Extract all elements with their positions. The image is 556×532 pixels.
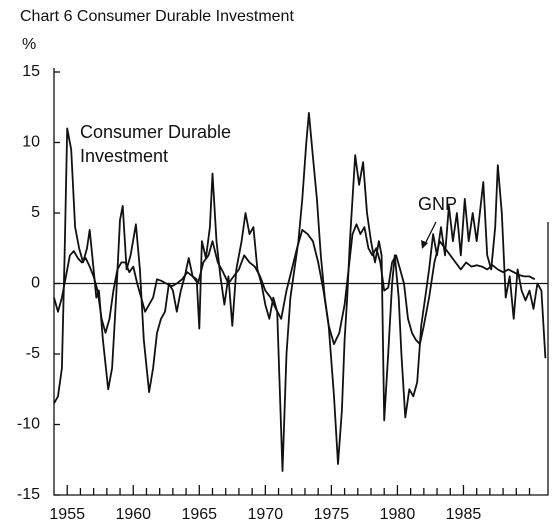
y-tick-label: 5 — [31, 204, 40, 221]
y-tick-label: -15 — [17, 486, 40, 503]
x-tick-label: 1965 — [181, 506, 217, 523]
chart-title: Chart 6 Consumer Durable Investment — [20, 8, 294, 25]
x-tick-label: 1955 — [49, 506, 85, 523]
y-axis-label: % — [22, 36, 36, 53]
x-tick-label: 1975 — [314, 506, 350, 523]
y-tick-label: 10 — [22, 134, 40, 151]
x-tick-label: 1985 — [446, 506, 482, 523]
arrow-head — [421, 240, 428, 249]
axis-frame — [53, 68, 549, 496]
annotation-arrow — [423, 221, 437, 247]
x-tick-label: 1980 — [380, 506, 416, 523]
annotation: Investment — [80, 146, 168, 166]
x-tick-label: 1960 — [115, 506, 151, 523]
annotation: Consumer Durable — [80, 122, 231, 142]
y-tick-label: 0 — [31, 275, 40, 292]
data-line — [53, 112, 547, 472]
y-tick-label: -10 — [17, 416, 40, 433]
x-tick-label: 1970 — [248, 506, 284, 523]
y-tick-label: -5 — [26, 345, 40, 362]
annotation: GNP — [418, 194, 457, 214]
data-line — [53, 223, 536, 345]
y-tick-label: 15 — [22, 63, 40, 80]
